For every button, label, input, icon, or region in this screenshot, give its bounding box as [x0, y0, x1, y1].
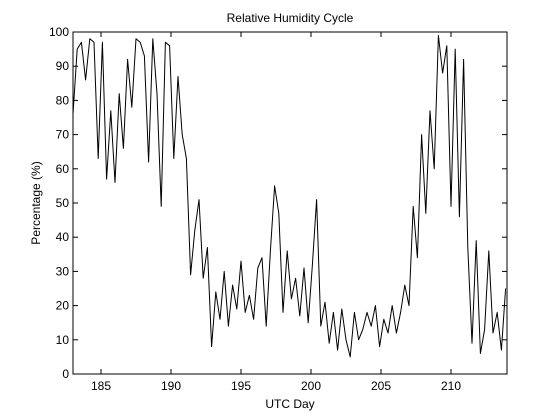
- y-tick-label: 40: [56, 230, 70, 244]
- x-tick-label: 200: [301, 379, 321, 393]
- x-tick-label: 210: [441, 379, 461, 393]
- x-tick-label: 190: [161, 379, 181, 393]
- x-tick-label: 185: [91, 379, 111, 393]
- x-tick-label: 205: [371, 379, 391, 393]
- y-tick-label: 80: [56, 93, 70, 107]
- y-tick-label: 0: [62, 367, 69, 381]
- x-axis: 185 190 195 200 205 210: [91, 32, 461, 393]
- humidity-series-line: [72, 34, 507, 358]
- plot-area-frame: [72, 31, 508, 375]
- y-tick-label: 60: [56, 162, 70, 176]
- y-axis-label: Percentage (%): [29, 161, 43, 244]
- x-tick-label: 195: [231, 379, 251, 393]
- y-tick-label: 10: [56, 333, 70, 347]
- y-tick-label: 50: [56, 196, 70, 210]
- y-tick-label: 70: [56, 128, 70, 142]
- y-tick-label: 90: [56, 59, 70, 73]
- y-axis: 0 10 20 30 40 50 60 70 80 90 100: [49, 25, 507, 381]
- y-tick-label: 100: [49, 25, 69, 39]
- x-axis-label: UTC Day: [265, 397, 314, 411]
- y-tick-label: 30: [56, 264, 70, 278]
- chart-title: Relative Humidity Cycle: [227, 11, 354, 25]
- y-tick-label: 20: [56, 299, 70, 313]
